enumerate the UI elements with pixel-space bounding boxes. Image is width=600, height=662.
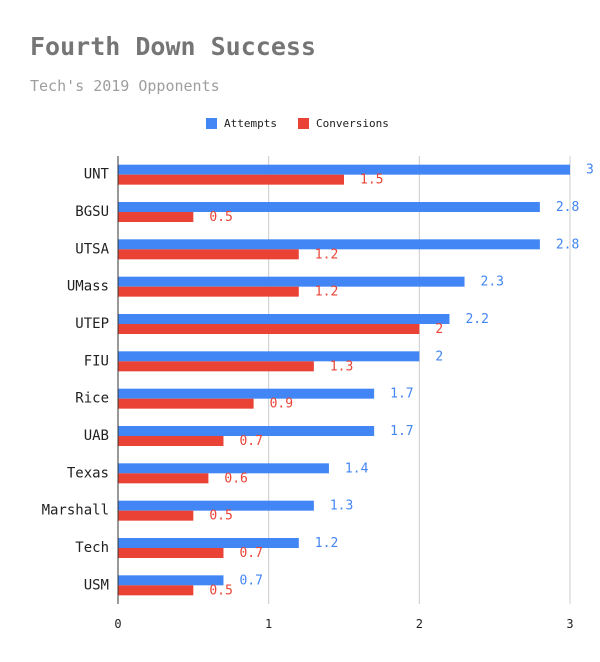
data-label-conversions-fiu: 1.3 xyxy=(330,359,353,374)
x-tick-label: 1 xyxy=(265,617,272,631)
data-label-attempts-unt: 3 xyxy=(586,163,594,178)
legend-label-attempts: Attempts xyxy=(224,117,277,130)
legend-label-conversions: Conversions xyxy=(316,117,389,130)
data-label-attempts-uab: 1.7 xyxy=(390,424,413,439)
bar-attempts-utsa xyxy=(118,239,540,250)
bar-conversions-texas xyxy=(118,473,209,484)
category-label-umass: UMass xyxy=(67,279,109,295)
data-label-attempts-utsa: 2.8 xyxy=(556,237,579,252)
category-label-usm: USM xyxy=(84,577,109,593)
category-label-tech: Tech xyxy=(75,540,109,556)
data-label-conversions-umass: 1.2 xyxy=(315,285,338,300)
bar-attempts-rice xyxy=(118,388,375,399)
gridlines xyxy=(268,156,571,604)
bar-attempts-unt xyxy=(118,164,570,175)
data-label-attempts-utep: 2.2 xyxy=(465,312,488,327)
bar-attempts-marshall xyxy=(118,500,314,511)
bar-conversions-utsa xyxy=(118,249,299,260)
bar-attempts-fiu xyxy=(118,351,420,362)
data-label-attempts-umass: 2.3 xyxy=(481,275,504,290)
chart-subtitle: Tech's 2019 Opponents xyxy=(30,77,220,95)
data-label-conversions-usm: 0.5 xyxy=(209,583,232,598)
data-label-conversions-unt: 1.5 xyxy=(360,173,383,188)
bar-attempts-texas xyxy=(118,463,329,474)
bar-conversions-bgsu xyxy=(118,212,194,222)
legend-swatch-attempts xyxy=(206,118,217,129)
x-tick-label: 0 xyxy=(114,617,121,631)
bar-attempts-umass xyxy=(118,276,465,287)
data-label-attempts-rice: 1.7 xyxy=(390,387,413,402)
data-label-conversions-utep: 2 xyxy=(435,322,443,337)
x-tick-labels: 0 1 2 3 xyxy=(114,617,573,631)
bar-attempts-uab xyxy=(118,426,375,436)
chart-title: Fourth Down Success xyxy=(30,32,316,61)
bar-conversions-usm xyxy=(118,585,194,596)
x-tick-label: 2 xyxy=(416,617,423,631)
category-label-utep: UTEP xyxy=(75,316,109,332)
bar-conversions-uab xyxy=(118,436,224,446)
category-label-fiu: FIU xyxy=(84,353,109,369)
data-label-attempts-texas: 1.4 xyxy=(345,461,369,476)
bars xyxy=(118,164,570,596)
category-label-utsa: UTSA xyxy=(75,241,109,257)
data-label-attempts-bgsu: 2.8 xyxy=(556,200,579,215)
category-label-bgsu: BGSU xyxy=(75,204,109,220)
data-label-conversions-utsa: 1.2 xyxy=(315,247,338,262)
bar-attempts-tech xyxy=(118,538,299,548)
data-label-attempts-fiu: 2 xyxy=(435,349,443,364)
bar-attempts-bgsu xyxy=(118,202,540,212)
x-tick-label: 3 xyxy=(566,617,573,631)
bar-conversions-rice xyxy=(118,398,254,409)
data-labels: 3 1.5 2.8 0.5 2.8 1.2 2.3 1.2 2.2 2 2 1.3 1.7 0.9 1.7 0… xyxy=(209,163,593,599)
category-label-unt: UNT xyxy=(84,167,110,183)
bar-conversions-marshall xyxy=(118,510,194,521)
bar-attempts-usm xyxy=(118,575,224,586)
data-label-conversions-texas: 0.6 xyxy=(224,471,247,486)
bar-conversions-umass xyxy=(118,286,299,297)
category-label-uab: UAB xyxy=(84,428,109,444)
legend-swatch-conversions xyxy=(298,118,309,129)
data-label-attempts-tech: 1.2 xyxy=(315,536,338,551)
category-label-marshall: Marshall xyxy=(42,503,109,519)
bar-conversions-fiu xyxy=(118,361,314,372)
bar-attempts-utep xyxy=(118,314,450,324)
data-label-conversions-bgsu: 0.5 xyxy=(209,210,232,225)
data-label-conversions-marshall: 0.5 xyxy=(209,509,232,524)
category-label-texas: Texas xyxy=(67,465,109,481)
legend: Attempts Conversions xyxy=(206,117,389,130)
data-label-conversions-tech: 0.7 xyxy=(239,546,262,561)
bar-conversions-utep xyxy=(118,324,420,334)
data-label-attempts-usm: 0.7 xyxy=(239,573,262,588)
category-label-rice: Rice xyxy=(75,391,109,407)
data-label-conversions-uab: 0.7 xyxy=(239,434,262,449)
bar-conversions-unt xyxy=(118,174,344,185)
data-label-attempts-marshall: 1.3 xyxy=(330,499,353,514)
data-label-conversions-rice: 0.9 xyxy=(270,397,293,412)
category-labels: UNT BGSU UTSA UMass UTEP FIU Rice UAB Texas Marsh… xyxy=(42,167,110,594)
bar-conversions-tech xyxy=(118,548,224,558)
